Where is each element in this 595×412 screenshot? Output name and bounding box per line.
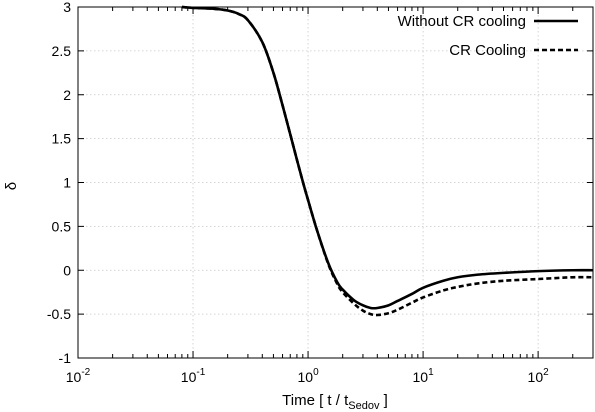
x-axis-label-main: Time [ t / t: [282, 392, 349, 409]
legend: Without CR cooling CR Cooling: [398, 13, 578, 59]
tick-labels: 3 2.5 2 1.5 1 0.5 0 -0.5 -110-2 10-1 100 101 102: [47, 0, 549, 385]
x-tick-label: 101: [413, 367, 435, 385]
y-tick-label: 1: [63, 175, 71, 191]
x-axis-label-sub: Sedov: [348, 400, 380, 412]
y-tick-label: 2.5: [52, 43, 72, 59]
x-tick-label: 10-2: [66, 367, 91, 385]
x-tick-label: 10-1: [181, 367, 206, 385]
y-tick-label: -1: [59, 350, 72, 366]
y-tick-label: 3: [63, 0, 71, 15]
x-tick-label: 100: [297, 367, 319, 385]
x-axis-label-end: ]: [379, 392, 387, 409]
y-axis-label: δ: [3, 182, 20, 190]
y-tick-label: -0.5: [47, 306, 71, 322]
legend-label-cr-cooling: CR Cooling: [449, 42, 526, 59]
grid: [78, 7, 593, 358]
y-tick-label: 1.5: [52, 131, 72, 147]
axis-ticks: [77, 6, 593, 359]
y-tick-label: 0: [63, 262, 71, 278]
series-line-cr-cooling: [181, 5, 594, 317]
x-axis-label: Time [ t / tSedov ]: [282, 392, 388, 412]
x-tick-label: 102: [528, 367, 550, 385]
y-tick-label: 0.5: [52, 218, 72, 234]
y-tick-label: 2: [63, 87, 71, 103]
series-line-without-cr-cooling: [181, 5, 594, 310]
series-group: [181, 5, 594, 317]
legend-label-without-cr-cooling: Without CR cooling: [398, 13, 526, 30]
